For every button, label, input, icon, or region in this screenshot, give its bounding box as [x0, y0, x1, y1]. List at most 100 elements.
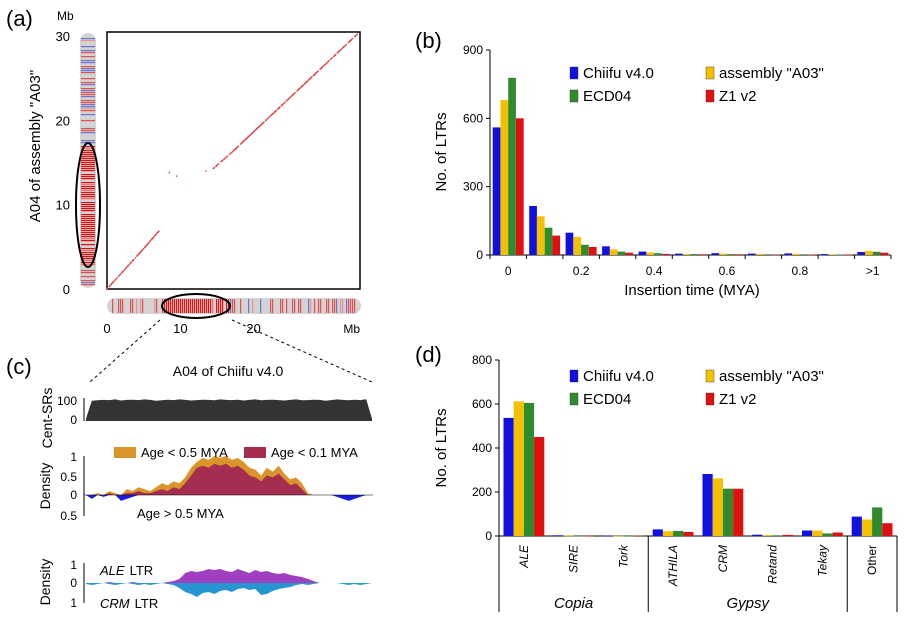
chromosome-band [81, 182, 95, 184]
synteny-dot [213, 166, 216, 169]
chromosome-band [174, 299, 176, 313]
synteny-dot [236, 146, 239, 148]
chromosome-band [81, 198, 95, 200]
panel-a: A04 of assembly "A03" Mb 0 10 20 30 0 10 20 M… [27, 9, 361, 336]
bar [523, 402, 535, 536]
synteny-dot [335, 53, 337, 56]
chromosome-band [194, 299, 196, 313]
chromosome-band [81, 230, 95, 232]
chromosome-band [222, 299, 224, 313]
chromosome-band [260, 299, 262, 313]
y-tick-label: 900 [463, 43, 483, 57]
synteny-dot [290, 96, 292, 98]
chromosome-band [81, 60, 95, 62]
chromosome-band [226, 299, 228, 313]
synteny-dot [288, 97, 291, 100]
synteny-dot [317, 70, 319, 72]
chromosome-band [286, 299, 288, 313]
synteny-dot [315, 71, 318, 74]
synteny-dot [350, 38, 353, 41]
chromosome-band [81, 236, 95, 238]
dot-plot-frame [106, 31, 361, 290]
chromosome-band [81, 214, 95, 216]
synteny-dot [326, 62, 328, 64]
bar [673, 530, 684, 536]
bar [711, 253, 720, 255]
bar [799, 254, 808, 255]
chromosome-band [81, 56, 95, 58]
chromosome-band [292, 299, 294, 313]
chromosome-band [81, 272, 95, 274]
panel-a-y-tick: 30 [56, 29, 70, 44]
zoom-line-left [89, 319, 161, 383]
legend-age-lt-0-1: Age < 0.1 MYA [271, 445, 358, 460]
chromosome-band [308, 299, 310, 313]
synteny-dot [298, 87, 301, 90]
legend-label: assembly "A03" [719, 368, 824, 385]
bar [861, 519, 873, 536]
bar [565, 232, 574, 255]
chromosome-band [136, 299, 138, 313]
chromosome-band [81, 102, 95, 104]
bar [638, 251, 647, 255]
bar [828, 254, 837, 255]
panel-a-x-tick: 20 [246, 321, 260, 336]
bar [573, 535, 584, 537]
synteny-dot [216, 164, 219, 166]
chromosome-band [154, 299, 156, 313]
chromosome-band [81, 256, 95, 258]
chromosome-band [81, 62, 95, 64]
synteny-dot [324, 63, 327, 66]
age-gt-0-5-area [86, 495, 372, 501]
chromosome-band [216, 299, 218, 313]
chromosome-band [81, 202, 95, 204]
y-tick-label: 600 [472, 397, 492, 411]
bar [573, 236, 582, 255]
chromosome-band [81, 78, 95, 80]
bar [652, 529, 663, 536]
synteny-dot [112, 281, 115, 283]
synteny-dot [340, 48, 343, 50]
label-crm-name: CRM [100, 596, 130, 611]
chromosome-band [334, 299, 336, 313]
synteny-dot [267, 117, 269, 120]
chromosome-band [81, 160, 95, 162]
bar [508, 77, 516, 255]
synteny-dot [149, 240, 152, 242]
chromosome-band [182, 299, 184, 313]
chromosome-band [168, 299, 170, 313]
age-tick-1: 1 [70, 450, 77, 464]
bar [792, 253, 800, 255]
synteny-dot [128, 263, 131, 266]
y-tick-label: 200 [472, 485, 492, 499]
chromosome-band [218, 299, 220, 313]
panel-d-y-label: No. of LTRs [433, 409, 450, 488]
chromosome-band [81, 276, 95, 278]
bar [513, 401, 524, 536]
bar [771, 254, 779, 256]
bar [675, 253, 683, 255]
category-label: ALE [517, 544, 531, 569]
legend-swatch [705, 369, 715, 383]
synteny-dot [116, 277, 118, 279]
synteny-dot [106, 287, 109, 290]
chromosome-band [81, 108, 95, 110]
chromosome-band [81, 164, 95, 166]
bar [857, 252, 865, 255]
chromosome-band [328, 299, 330, 313]
bar [752, 534, 763, 536]
chromosome-band [130, 299, 132, 313]
x-tick-label: 0.2 [573, 264, 590, 278]
chromosome-band [81, 248, 95, 250]
chromosome-band [81, 196, 95, 198]
chromosome-band [81, 84, 95, 86]
chromosome-band [170, 299, 172, 313]
bar [625, 252, 633, 255]
chromosome-band [81, 260, 95, 262]
chromosome-band [188, 299, 190, 313]
chromosome-band [206, 299, 208, 313]
bar [529, 206, 537, 255]
synteny-dot [221, 159, 223, 162]
chromosome-band [212, 299, 214, 313]
label-crm: CRM LTR [100, 596, 158, 611]
